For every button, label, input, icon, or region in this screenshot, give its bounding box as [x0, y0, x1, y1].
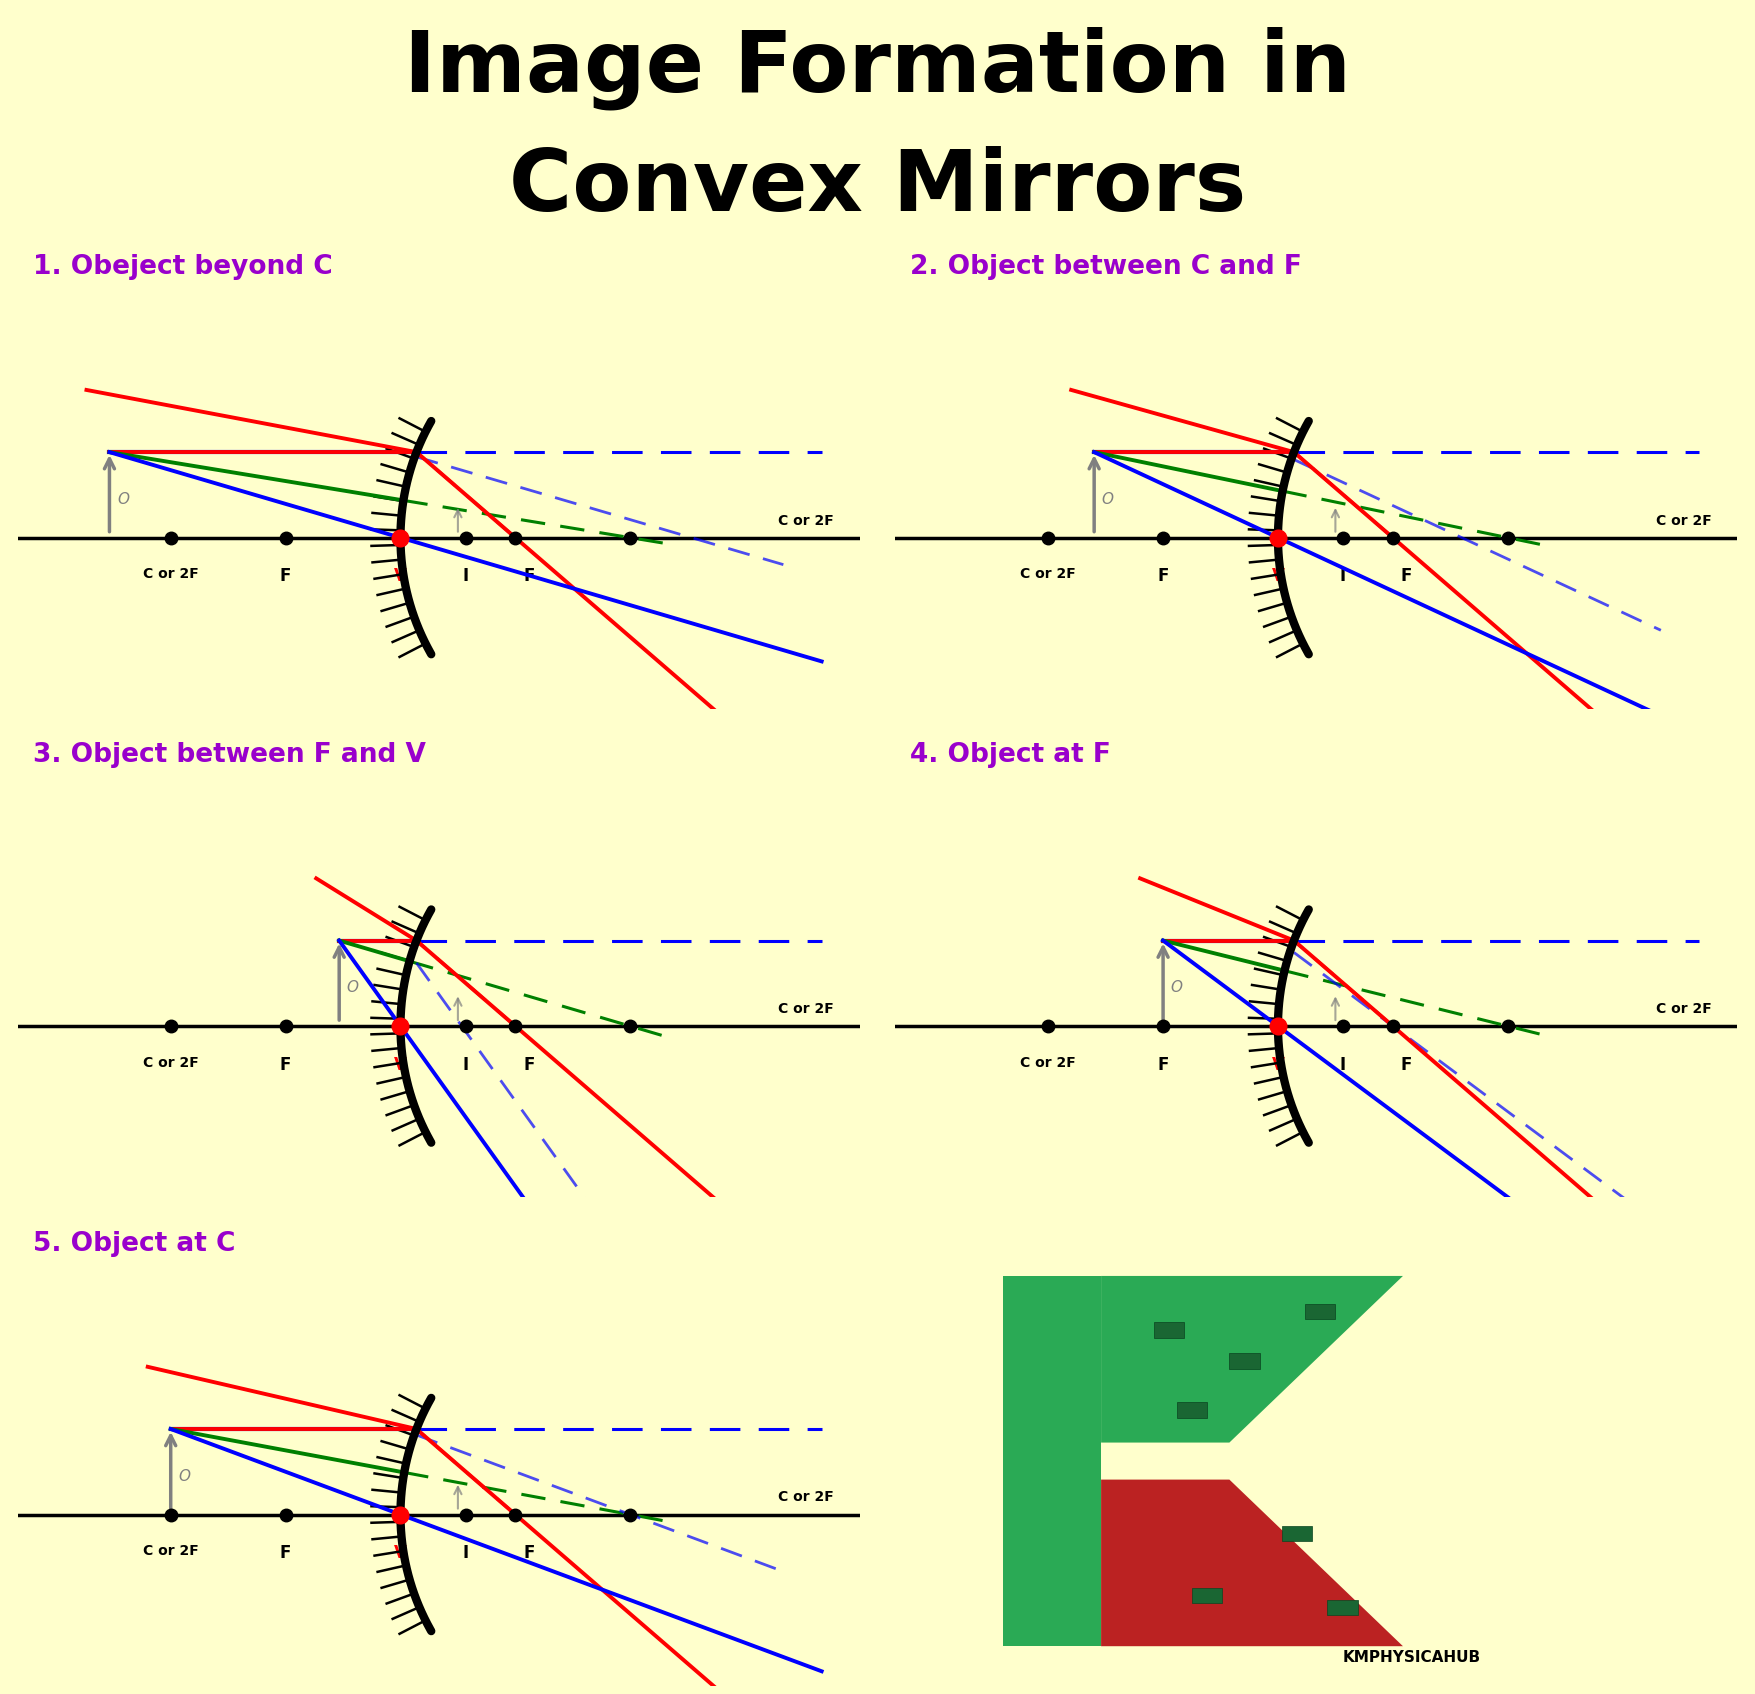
Text: 2. Object between C and F: 2. Object between C and F	[911, 254, 1302, 280]
Bar	[1283, 1526, 1313, 1542]
Text: F: F	[279, 1055, 291, 1074]
Text: O: O	[118, 491, 130, 507]
Text: I: I	[1341, 1055, 1346, 1074]
Text: F: F	[279, 1543, 291, 1562]
Text: F: F	[1157, 1055, 1169, 1074]
Text: I: I	[463, 1055, 469, 1074]
Text: O: O	[347, 981, 358, 994]
Text: V: V	[395, 1055, 407, 1074]
Text: 5. Object at C: 5. Object at C	[33, 1232, 235, 1257]
Text: C or 2F: C or 2F	[142, 1543, 198, 1558]
Text: O: O	[1102, 491, 1114, 507]
Text: O: O	[179, 1469, 190, 1484]
Text: Convex Mirrors: Convex Mirrors	[509, 146, 1246, 229]
Text: V: V	[395, 567, 407, 584]
Bar	[1327, 1599, 1358, 1616]
Text: I: I	[463, 567, 469, 584]
Text: C or 2F: C or 2F	[1657, 513, 1711, 527]
Text: C or 2F: C or 2F	[779, 1491, 834, 1504]
Bar	[1304, 1304, 1336, 1320]
Text: C or 2F: C or 2F	[142, 1055, 198, 1069]
Bar	[1155, 1323, 1185, 1338]
Text: I: I	[463, 1543, 469, 1562]
Text: C or 2F: C or 2F	[142, 567, 198, 581]
Text: F: F	[1400, 567, 1413, 584]
Text: V: V	[1272, 1055, 1285, 1074]
Text: 4. Object at F: 4. Object at F	[911, 742, 1111, 769]
Text: F: F	[1157, 567, 1169, 584]
Text: C or 2F: C or 2F	[1020, 1055, 1076, 1069]
Polygon shape	[1004, 1276, 1100, 1647]
Text: F: F	[523, 1055, 535, 1074]
Text: F: F	[279, 567, 291, 584]
Text: Image Formation in: Image Formation in	[404, 27, 1351, 110]
Polygon shape	[1100, 1276, 1402, 1443]
Text: O: O	[1171, 981, 1183, 994]
Polygon shape	[1100, 1479, 1402, 1647]
Text: F: F	[523, 1543, 535, 1562]
Text: C or 2F: C or 2F	[779, 1001, 834, 1016]
Text: KMPHYSICAHUB: KMPHYSICAHUB	[1343, 1650, 1481, 1665]
Bar	[1192, 1587, 1221, 1603]
Text: V: V	[1272, 567, 1285, 584]
Text: 3. Object between F and V: 3. Object between F and V	[33, 742, 426, 769]
Text: C or 2F: C or 2F	[1657, 1001, 1711, 1016]
Text: F: F	[523, 567, 535, 584]
Bar	[1228, 1354, 1260, 1369]
Text: C or 2F: C or 2F	[779, 513, 834, 527]
Bar	[1176, 1403, 1207, 1418]
Text: 1. Obeject beyond C: 1. Obeject beyond C	[33, 254, 332, 280]
Text: C or 2F: C or 2F	[1020, 567, 1076, 581]
Text: F: F	[1400, 1055, 1413, 1074]
Text: I: I	[1341, 567, 1346, 584]
Text: V: V	[395, 1543, 407, 1562]
